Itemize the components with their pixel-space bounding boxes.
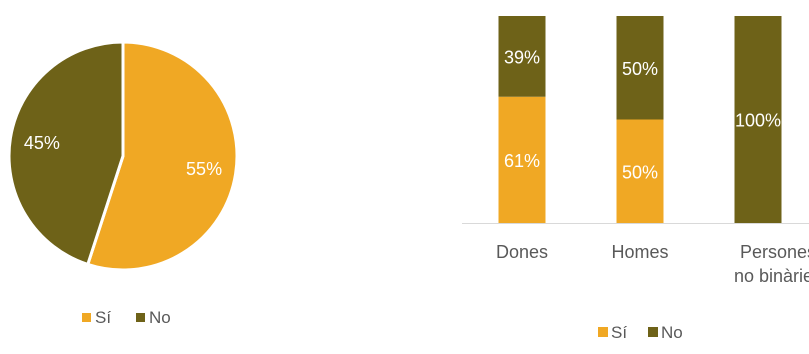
- bar-no-3: [734, 16, 782, 223]
- bar-no-2: [616, 16, 664, 120]
- bar-label-si-2: 50%: [622, 162, 658, 182]
- pie-legend-label-no: No: [149, 308, 171, 327]
- pie-legend-swatch-no: [136, 313, 145, 322]
- pie-legend-swatch-si: [82, 313, 91, 322]
- pie-legend-label-si: Sí: [95, 308, 111, 327]
- pie-label-no: 45%: [24, 133, 60, 153]
- stacked-bar-chart: 61% 39% Dones 50% 50% Homes 100% Persones no bin…: [462, 16, 809, 286]
- bar-legend-label-si: Sí: [611, 323, 627, 342]
- bar-label-si-1: 61%: [504, 151, 540, 171]
- pie-chart: 55% 45%: [7, 40, 239, 272]
- bar-legend-label-no: No: [661, 323, 683, 342]
- pie-slice-no: [7, 40, 125, 266]
- bar-legend-swatch-si: [598, 327, 608, 337]
- bar-label-no-2: 50%: [622, 59, 658, 79]
- bar-no-1: [498, 16, 546, 97]
- bar-legend-swatch-no: [648, 327, 658, 337]
- bar-si-2: [616, 119, 664, 223]
- bar-label-no-3: 100%: [735, 111, 781, 131]
- bar-legend: Sí No: [598, 323, 683, 342]
- bar-si-1: [498, 96, 546, 223]
- category-label-2: Homes: [611, 242, 668, 262]
- category-label-1: Dones: [496, 242, 548, 262]
- pie-slice-si: [86, 40, 239, 272]
- pie-legend: Sí No: [82, 308, 171, 327]
- bar-label-no-1: 39%: [504, 47, 540, 67]
- pie-label-si: 55%: [186, 159, 222, 179]
